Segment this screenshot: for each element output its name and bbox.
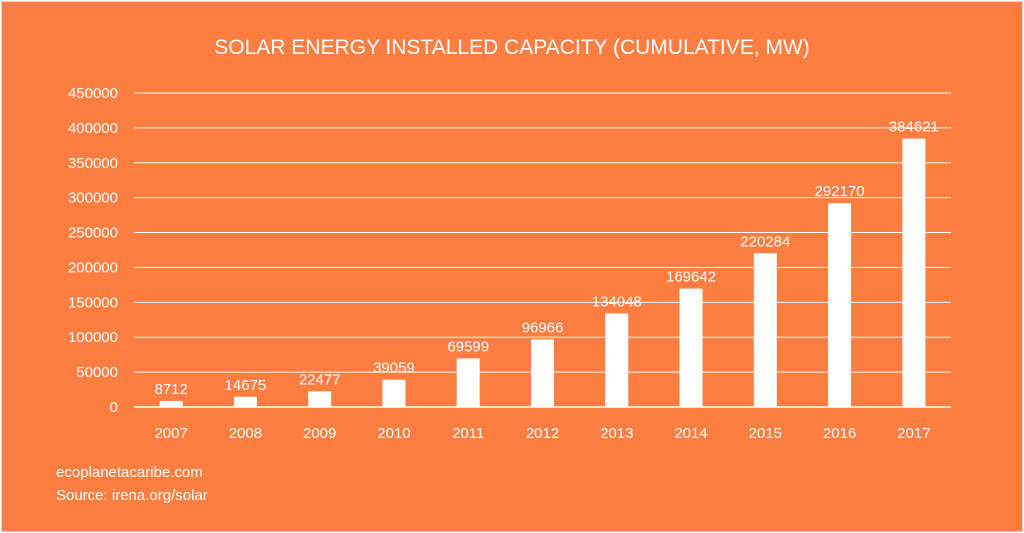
x-tick-label: 2014 (674, 425, 707, 442)
y-tick-label: 350000 (68, 155, 118, 172)
bar (159, 400, 183, 407)
bar (531, 339, 554, 407)
x-tick-label: 2010 (377, 425, 410, 442)
bar (828, 203, 852, 407)
x-tick-label: 2009 (303, 425, 336, 442)
bar (233, 396, 257, 407)
data-label: 134048 (592, 293, 642, 310)
y-tick-label: 100000 (68, 329, 118, 346)
y-tick-label: 0 (110, 399, 118, 416)
bar (753, 253, 777, 407)
y-tick-label: 250000 (68, 225, 118, 242)
data-label: 39059 (373, 360, 415, 377)
x-tick-label: 2008 (229, 425, 262, 442)
data-label: 292170 (815, 183, 865, 200)
bar (456, 358, 480, 407)
bar (605, 313, 629, 407)
data-label: 8712 (154, 381, 187, 398)
y-tick-label: 150000 (68, 294, 118, 311)
data-label: 220284 (740, 233, 790, 250)
x-tick-label: 2016 (823, 425, 856, 442)
footer-source: Source: irena.org/solar (56, 487, 208, 504)
x-tick-label: 2017 (897, 425, 930, 442)
y-tick-label: 450000 (68, 85, 118, 102)
y-tick-label: 50000 (76, 364, 118, 381)
bar (308, 391, 332, 407)
x-tick-label: 2015 (749, 425, 782, 442)
x-tick-label: 2007 (154, 425, 187, 442)
bar (382, 379, 406, 407)
chart-title: SOLAR ENERGY INSTALLED CAPACITY (CUMULAT… (214, 36, 810, 59)
y-tick-label: 200000 (68, 259, 118, 276)
data-label: 384621 (889, 119, 939, 136)
data-label: 96966 (522, 319, 564, 336)
bar (902, 138, 926, 408)
data-label: 69599 (447, 338, 489, 355)
footer-site: ecoplanetacaribe.com (56, 464, 203, 481)
y-tick-label: 300000 (68, 190, 118, 207)
x-tick-label: 2012 (526, 425, 559, 442)
bar (679, 288, 703, 407)
data-label: 14675 (225, 377, 267, 394)
x-tick-label: 2013 (600, 425, 633, 442)
data-label: 22477 (299, 371, 341, 388)
y-tick-label: 400000 (68, 120, 118, 137)
data-label: 169642 (666, 269, 716, 286)
x-tick-label: 2011 (452, 425, 484, 442)
